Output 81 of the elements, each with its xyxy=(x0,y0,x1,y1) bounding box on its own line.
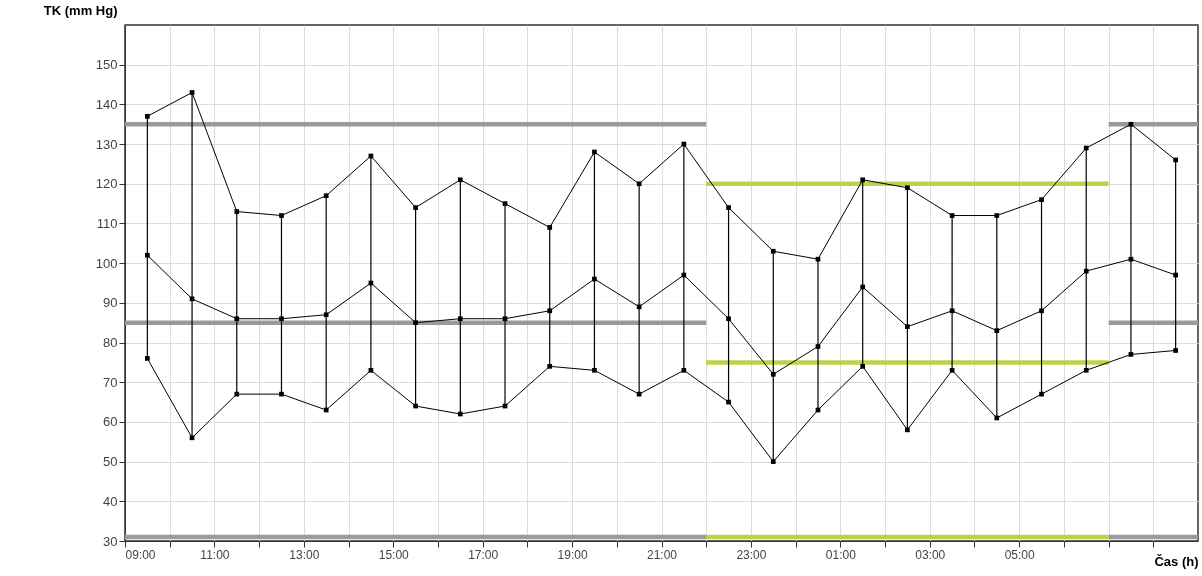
point xyxy=(547,364,553,369)
point xyxy=(949,308,955,314)
point xyxy=(770,459,776,464)
point xyxy=(279,316,284,322)
x-tick-label: 11:00 xyxy=(200,547,230,562)
x-tick-label: 15:00 xyxy=(378,547,410,562)
point xyxy=(1039,308,1044,314)
point xyxy=(815,344,821,349)
y-tick-label: 110 xyxy=(96,215,118,231)
x-tick-label: 21:00 xyxy=(646,547,678,562)
point xyxy=(413,320,418,326)
point xyxy=(726,316,731,322)
point xyxy=(234,316,240,322)
point xyxy=(234,209,240,214)
x-axis-title: Čas (h) xyxy=(1154,553,1199,569)
point xyxy=(1128,352,1134,357)
point xyxy=(145,356,150,361)
y-tick-label: 140 xyxy=(95,96,118,112)
point xyxy=(279,391,284,397)
y-tick-label: 60 xyxy=(103,414,118,430)
point xyxy=(145,252,150,258)
point xyxy=(905,427,910,433)
point xyxy=(994,328,1000,333)
y-tick-label: 80 xyxy=(103,335,118,351)
point xyxy=(457,411,463,417)
point xyxy=(547,225,553,230)
point xyxy=(323,193,329,199)
point xyxy=(234,391,240,397)
point xyxy=(592,367,597,373)
point xyxy=(457,177,463,183)
x-tick-label: 01:00 xyxy=(825,547,857,562)
y-axis-title: TK (mm Hg) xyxy=(43,2,118,18)
y-tick-label: 30 xyxy=(103,533,118,549)
x-tick-label: 23:00 xyxy=(736,547,767,562)
y-tick-label: 50 xyxy=(103,454,118,470)
point xyxy=(368,367,374,373)
point xyxy=(413,403,418,409)
point xyxy=(726,205,731,210)
point xyxy=(279,213,284,218)
y-tick-label: 120 xyxy=(95,176,118,192)
point xyxy=(1039,391,1044,397)
point xyxy=(189,435,195,441)
point xyxy=(323,407,329,413)
point xyxy=(994,415,1000,421)
point xyxy=(1083,268,1089,274)
point xyxy=(905,185,910,191)
point xyxy=(1128,256,1134,262)
point xyxy=(323,312,329,318)
x-tick-label: 13:00 xyxy=(289,547,320,562)
x-tick-label: 05:00 xyxy=(1004,547,1036,562)
y-tick-label: 40 xyxy=(103,493,118,509)
point xyxy=(1173,272,1178,278)
point xyxy=(770,371,776,377)
point xyxy=(860,364,866,369)
point xyxy=(413,205,418,210)
point xyxy=(994,213,1000,218)
point xyxy=(860,284,866,290)
point xyxy=(457,316,463,322)
point xyxy=(860,177,866,183)
point xyxy=(1083,367,1089,373)
x-tick-label: 09:00 xyxy=(125,547,156,562)
point xyxy=(145,113,150,119)
y-tick-label: 70 xyxy=(103,374,118,390)
y-tick-label: 90 xyxy=(103,295,118,311)
point xyxy=(592,276,597,282)
point xyxy=(949,367,955,373)
point xyxy=(502,316,508,322)
y-tick-label: 100 xyxy=(95,255,118,271)
point xyxy=(1039,197,1044,202)
y-tick-label: 130 xyxy=(95,136,118,152)
point xyxy=(905,324,910,330)
point xyxy=(636,304,642,310)
point xyxy=(770,248,776,254)
x-tick-label: 19:00 xyxy=(557,547,588,562)
point xyxy=(547,308,553,314)
x-tick-label: 17:00 xyxy=(468,547,499,562)
x-tick-label: 03:00 xyxy=(915,547,946,562)
point xyxy=(1173,348,1178,353)
point xyxy=(681,367,687,373)
point xyxy=(726,399,731,405)
y-tick-label: 150 xyxy=(95,57,118,73)
